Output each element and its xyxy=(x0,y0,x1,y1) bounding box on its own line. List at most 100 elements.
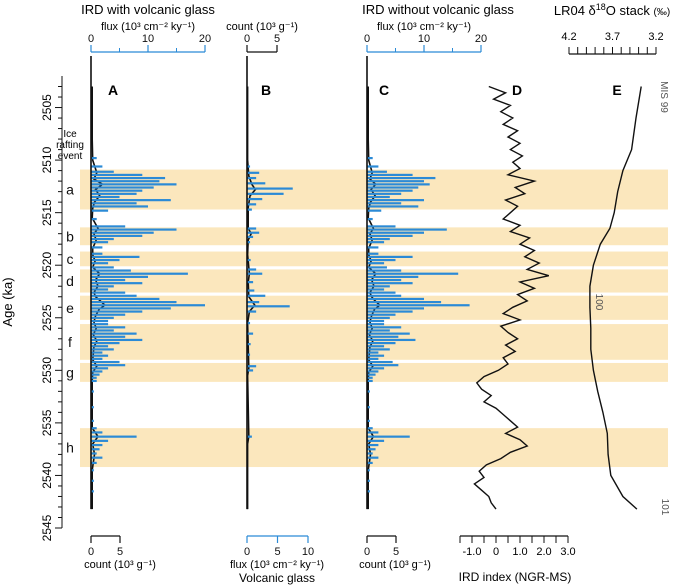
panel-B-flux-bar xyxy=(247,165,251,168)
panel-A-flux-bar xyxy=(91,439,109,442)
panel-A-flux-bar xyxy=(91,335,126,338)
panel-A-flux-bar xyxy=(91,291,126,294)
panel-A-flux-bar xyxy=(91,431,103,434)
panel-C-flux-bar xyxy=(367,205,419,208)
panel-C-flux-bar xyxy=(367,307,424,310)
panel-B-top-unit: count (10³ g⁻¹) xyxy=(226,21,298,33)
panel-C-flux-bar xyxy=(367,225,396,228)
panel-C-flux-bar xyxy=(367,278,402,282)
panel-C-flux-bar xyxy=(367,335,399,338)
panel-B-bottom-title: Volcanic glass xyxy=(239,571,315,585)
age-tick-label: 2530 xyxy=(40,357,54,384)
panel-C-flux-bar xyxy=(367,234,413,237)
panel-B-flux-bar xyxy=(247,332,254,335)
panel-A-flux-bar xyxy=(91,313,126,316)
panel-B-flux-bar xyxy=(247,365,257,368)
panel-A-bottom-axis-tick-label: 0 xyxy=(88,546,94,558)
panel-A-flux-bar xyxy=(91,231,154,234)
panel-C-flux-bar xyxy=(367,443,379,447)
panel-A-title: IRD with volcanic glass xyxy=(81,2,215,17)
panel-B-flux-bar xyxy=(247,281,254,284)
panel-C-flux-bar xyxy=(367,313,396,316)
event-label-e: e xyxy=(66,300,74,316)
age-tick-label: 2515 xyxy=(40,199,54,226)
age-tick-label: 2535 xyxy=(40,409,54,436)
panel-C-flux-bar xyxy=(367,269,402,272)
panel-A-top-axis-tick-label: 0 xyxy=(88,33,94,45)
panel-C-flux-bar xyxy=(367,228,447,231)
panel-A-top-axis: 0 10 20 xyxy=(88,33,211,53)
panel-C-flux-bar xyxy=(367,326,402,329)
panel-C-letter: C xyxy=(379,82,389,98)
panel-B-bottom-unit: flux (10³ cm⁻² ky⁻¹) xyxy=(230,559,324,571)
panel-A-flux-bar xyxy=(91,176,166,180)
panel-A-flux-bar xyxy=(91,373,100,376)
panel-C-flux-bar xyxy=(367,170,387,173)
event-band-c xyxy=(80,251,668,267)
panel-A-flux-bar xyxy=(91,354,109,357)
panel-B-flux-bar xyxy=(247,268,257,271)
panel-A-flux-bar xyxy=(91,316,114,319)
panel-B-bottom-axis-tick-label: 5 xyxy=(274,546,280,558)
panel-A-flux-bar xyxy=(91,205,148,208)
panel-A-flux-bar xyxy=(91,310,143,313)
panel-C-flux-bar xyxy=(367,427,373,430)
panel-C-flux-bar xyxy=(367,202,402,205)
panel-B-flux-bar xyxy=(247,208,252,211)
panel-C-bottom-axis-tick-label: 0 xyxy=(364,546,370,558)
panel-A-flux-bar xyxy=(91,427,97,430)
panel-A-flux-bar xyxy=(91,345,109,348)
panel-A-flux-bar xyxy=(91,266,114,269)
panel-B-flux-bar xyxy=(247,203,257,206)
panel-E-d18o-line xyxy=(589,86,642,510)
panel-A-flux-bar xyxy=(91,360,120,364)
panel-D-tick-label: -1.0 xyxy=(463,546,482,558)
panel-A-flux-bar xyxy=(91,275,148,278)
panel-A-flux-bar xyxy=(91,228,177,231)
panel-E-tick-label: 4.2 xyxy=(561,31,576,43)
panel-E-top-axis: 4.2 3.7 3.2 xyxy=(561,31,664,55)
panel-C-flux-bar xyxy=(367,406,370,409)
panel-C-top-axis-tick-label: 0 xyxy=(364,33,370,45)
panel-A-flux-bar xyxy=(91,156,97,160)
panel-A-flux-bar xyxy=(91,258,120,262)
panel-A-flux-bar xyxy=(91,461,97,465)
age-tick-label: 2525 xyxy=(40,304,54,331)
panel-D-tick-label: 3.0 xyxy=(560,546,575,558)
panel-A-flux-bar xyxy=(91,180,160,183)
panel-C-flux-bar xyxy=(367,192,402,195)
panel-B-bottom-axis: 0 5 10 xyxy=(244,535,314,558)
age-axis-title: Age (ka) xyxy=(0,277,15,326)
panel-A-flux-bar xyxy=(91,304,205,307)
event-label-g: g xyxy=(66,364,74,380)
panel-C-flux-bar xyxy=(367,348,390,351)
panel-C-flux-bar xyxy=(367,291,396,294)
event-label-a: a xyxy=(66,182,74,198)
age-axis: 2505 2510 2515 2520 2525 2530 2535 2540 2545 Age … xyxy=(0,76,63,541)
panel-A-flux-bar xyxy=(91,209,109,212)
panel-A-flux-bar xyxy=(91,173,143,177)
panel-C-flux-bar xyxy=(367,156,373,160)
panel-A-flux-bar xyxy=(91,301,177,304)
panel-C-flux-bar xyxy=(367,351,379,354)
panel-A-bottom-unit: count (10³ g⁻¹) xyxy=(84,559,156,571)
panel-C-flux-bar xyxy=(367,329,390,332)
panel-A-flux-bar xyxy=(91,199,171,202)
panel-B-flux-bar xyxy=(247,197,263,201)
panel-D-tick-label: 1.0 xyxy=(512,546,527,558)
panel-A-top-unit: flux (10³ cm⁻² ky⁻¹) xyxy=(101,21,195,33)
panel-C-flux-bar xyxy=(367,246,379,249)
panel-A-flux-bar xyxy=(91,189,143,192)
panel-E-mis-label: MIS 99 xyxy=(658,81,669,113)
panel-C-flux-bar xyxy=(367,332,410,335)
panel-A-flux-bar xyxy=(91,329,114,332)
panel-C-flux-bar xyxy=(367,183,430,186)
panel-C-flux-bar xyxy=(367,490,370,493)
panel-A-flux-bar xyxy=(91,452,97,455)
event-band-h xyxy=(80,428,668,468)
panel-E-letter: E xyxy=(612,82,621,98)
panel-C-flux-bar xyxy=(367,323,385,326)
panel-A-flux-bar xyxy=(91,288,109,291)
